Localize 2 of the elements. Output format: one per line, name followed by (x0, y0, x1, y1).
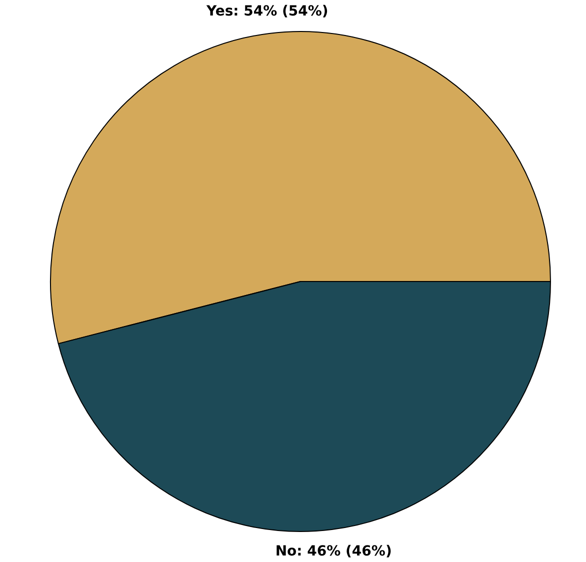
slice-label: Yes: 54% (54%) (205, 4, 328, 20)
slice-label: No: 46% (46%) (275, 543, 392, 560)
